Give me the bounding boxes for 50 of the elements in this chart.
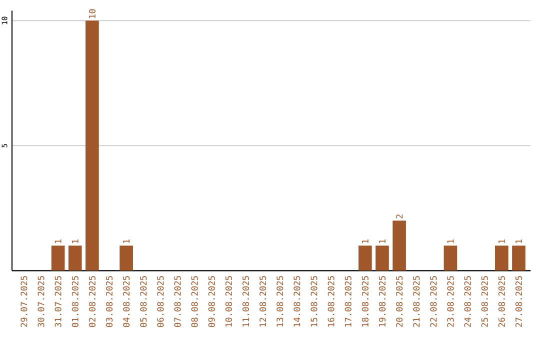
x-tick-label: 14.08.2025 (294, 276, 300, 327)
x-tick-label: 27.08.2025 (515, 276, 522, 327)
bar (392, 220, 406, 271)
x-tick-label: 30.07.2025 (38, 276, 44, 327)
x-tick-label: 01.08.2025 (72, 276, 78, 327)
x-tick-label: 06.08.2025 (157, 276, 164, 327)
x-tick-label: 15.08.2025 (310, 276, 318, 327)
bar (86, 20, 99, 271)
x-tick-label: 07.08.2025 (174, 276, 181, 327)
data-label: 1 (516, 239, 522, 244)
x-tick-label: 16.08.2025 (328, 276, 334, 327)
data-label: 1 (54, 239, 62, 244)
data-label: 1 (123, 239, 130, 244)
data-label: 1 (72, 239, 78, 244)
data-label: 1 (362, 239, 368, 244)
x-tick-label: 29.07.2025 (20, 276, 28, 327)
data-label: 1 (447, 239, 454, 244)
x-tick-label: 24.08.2025 (464, 276, 471, 327)
x-tick-label: 25.08.2025 (481, 276, 488, 327)
x-tick-label: 13.08.2025 (276, 276, 284, 327)
x-tick-label: 09.08.2025 (208, 276, 215, 327)
bar (120, 246, 133, 271)
x-tick-label: 17.08.2025 (344, 276, 352, 327)
x-tick-label: 10.08.2025 (225, 276, 232, 327)
bar (444, 246, 458, 271)
data-label: 1 (498, 239, 505, 244)
x-tick-label: 11.08.2025 (242, 276, 250, 327)
x-tick-label: 03.08.2025 (106, 276, 113, 327)
bar (68, 246, 82, 271)
x-tick-label: 19.08.2025 (378, 276, 386, 327)
data-label: 2 (396, 214, 403, 218)
x-tick-label: 31.07.2025 (54, 276, 62, 327)
data-label: 10 (88, 9, 96, 18)
bar (51, 246, 65, 271)
x-tick-label: 12.08.2025 (260, 276, 266, 327)
x-tick-label: 22.08.2025 (430, 276, 437, 327)
x-tick-label: 23.08.2025 (447, 276, 454, 327)
x-tick-label: 05.08.2025 (140, 276, 147, 327)
x-tick-label: 21.08.2025 (413, 276, 420, 327)
x-tick-label: 04.08.2025 (123, 276, 130, 327)
x-tick-label: 26.08.2025 (498, 276, 505, 327)
x-tick-label: 20.08.2025 (396, 276, 403, 327)
bar (358, 246, 372, 271)
bar (494, 246, 508, 271)
x-tick-label: 18.08.2025 (362, 276, 368, 327)
bar (512, 246, 526, 271)
x-tick-label: 02.08.2025 (88, 276, 96, 327)
data-label: 1 (379, 239, 386, 244)
bar (376, 246, 389, 271)
x-tick-label: 08.08.2025 (191, 276, 198, 327)
